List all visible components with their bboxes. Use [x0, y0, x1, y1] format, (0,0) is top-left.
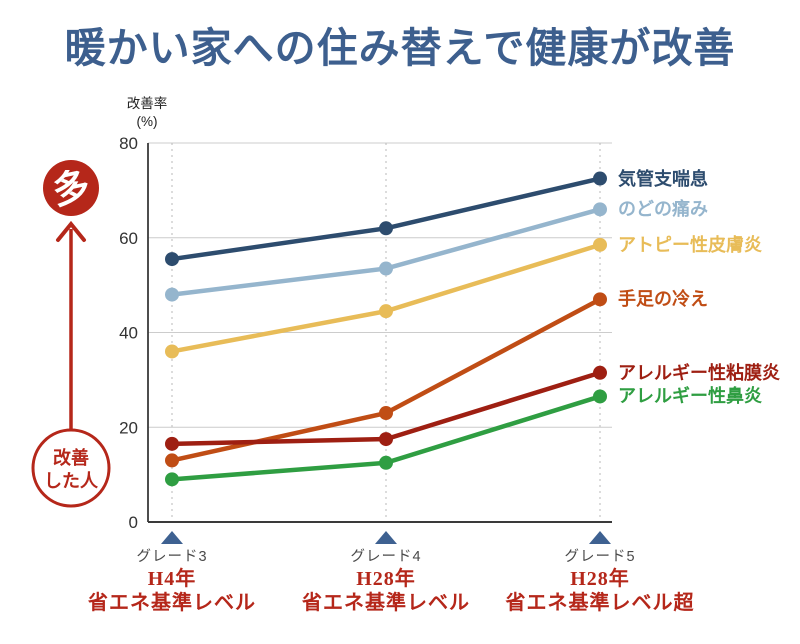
- data-point: [379, 261, 393, 276]
- legend-label-5: アレルギー性鼻炎: [618, 386, 762, 407]
- data-point: [379, 432, 393, 447]
- improved-people-circle: [31, 428, 111, 508]
- grade-label: グレード4: [350, 549, 422, 565]
- standard-year-label: H28年: [570, 568, 630, 590]
- data-point: [165, 252, 179, 267]
- legend-label-3: 手足の冷え: [618, 289, 708, 310]
- data-point: [379, 221, 393, 236]
- data-point: [165, 344, 179, 359]
- y-tick-label: 40: [119, 324, 138, 343]
- category-triangle-icon: [375, 531, 397, 544]
- improved-people-label-line1: 改善: [53, 447, 89, 468]
- y-axis-unit: (%): [136, 113, 158, 129]
- category-triangle-icon: [161, 531, 183, 544]
- standard-year-label: H4年: [147, 568, 197, 590]
- data-point: [593, 171, 607, 186]
- grade-label: グレード3: [136, 549, 208, 565]
- many-label: 多: [49, 165, 94, 213]
- data-point: [379, 455, 393, 470]
- standard-year-label: H28年: [356, 568, 416, 590]
- improvement-annotation: 多 改善 した人: [31, 160, 111, 508]
- y-tick-label: 60: [119, 229, 138, 248]
- legend-label-2: アトピー性皮膚炎: [618, 234, 762, 255]
- legend-label-0: 気管支喘息: [618, 168, 708, 189]
- x-category-2: グレード5 H28年 省エネ基準レベル超: [470, 550, 730, 615]
- x-category-1: グレード4 H28年 省エネ基準レベル: [256, 550, 516, 615]
- grade-label: グレード5: [564, 549, 636, 565]
- data-point: [165, 453, 179, 468]
- improved-people-label-line2: した人: [44, 471, 99, 491]
- x-category-0: グレード3 H4年 省エネ基準レベル: [42, 550, 302, 615]
- y-axis-title-text: 改善率: [126, 96, 168, 111]
- y-tick-label: 20: [119, 418, 138, 437]
- data-point: [593, 292, 607, 307]
- legend-label-1: のどの痛み: [618, 199, 708, 220]
- y-tick-label: 80: [119, 134, 138, 153]
- standard-level-label: 省エネ基準レベル: [88, 592, 256, 614]
- standard-level-label: 省エネ基準レベル超: [505, 592, 695, 614]
- data-point: [593, 202, 607, 217]
- up-arrow-icon: [56, 220, 86, 242]
- data-point: [593, 365, 607, 380]
- standard-level-label: 省エネ基準レベル: [302, 592, 470, 614]
- data-point: [165, 472, 179, 487]
- data-point: [593, 237, 607, 252]
- category-triangle-icon: [589, 531, 611, 544]
- data-point: [379, 406, 393, 421]
- data-point: [165, 287, 179, 302]
- data-point: [379, 304, 393, 319]
- y-axis-title: 改善率 (%): [104, 95, 190, 130]
- many-circle: [43, 160, 99, 216]
- data-point: [165, 436, 179, 451]
- chart-title: 暖かい家への住み替えで健康が改善: [64, 25, 736, 71]
- plot-generated: 0 20 40 60 80: [119, 134, 612, 544]
- data-point: [593, 389, 607, 404]
- legend-label-4: アレルギー性粘膜炎: [618, 362, 780, 383]
- y-tick-label: 0: [129, 513, 138, 532]
